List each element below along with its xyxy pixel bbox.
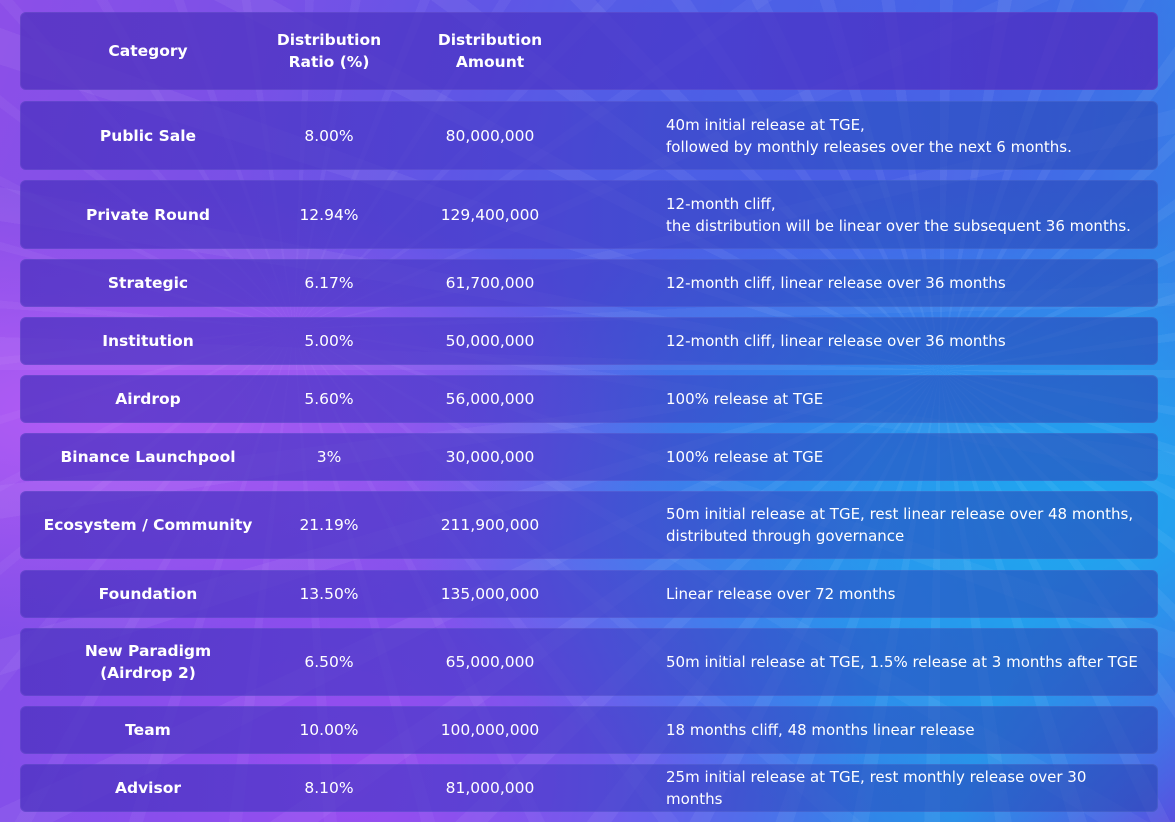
header-vesting-description (666, 12, 1146, 90)
row-description: 50m initial release at TGE, 1.5% release… (666, 653, 1138, 671)
row-category: Foundation (98, 585, 198, 603)
row-ratio: 12.94% (299, 205, 359, 224)
table-row: Team 10.00% 100,000,000 18 months cliff,… (20, 706, 1158, 754)
table-row: New Paradigm (Airdrop 2) 6.50% 65,000,00… (20, 628, 1158, 696)
table-row: Airdrop 5.60% 56,000,000 100% release at… (20, 375, 1158, 423)
row-ratio: 10.00% (299, 721, 359, 739)
row-description: 18 months cliff, 48 months linear releas… (666, 721, 975, 739)
table-header-row: Category Distribution Ratio (%) Distribu… (20, 12, 1158, 90)
row-ratio: 21.19% (299, 516, 359, 534)
row-amount: 65,000,000 (445, 653, 535, 671)
row-description: 50m initial release at TGE, rest linear … (666, 505, 1134, 545)
header-distribution-amount: Distribution Amount (437, 31, 543, 71)
row-ratio: 13.50% (299, 585, 359, 603)
row-category: Private Round (86, 205, 210, 224)
row-category: Strategic (107, 274, 189, 292)
row-description: 12-month cliff, linear release over 36 m… (666, 274, 1006, 292)
row-ratio: 8.00% (304, 126, 354, 145)
row-amount: 50,000,000 (445, 332, 535, 350)
row-amount: 30,000,000 (445, 448, 535, 466)
row-category: Airdrop (115, 390, 181, 408)
table-row: Foundation 13.50% 135,000,000 Linear rel… (20, 570, 1158, 618)
row-category: Institution (102, 332, 194, 350)
row-ratio: 5.00% (304, 332, 354, 350)
row-amount: 80,000,000 (445, 126, 535, 145)
header-category: Category (108, 42, 188, 60)
row-description: 40m initial release at TGE, followed by … (666, 115, 1072, 156)
row-amount: 129,400,000 (440, 205, 540, 224)
row-amount: 100,000,000 (440, 721, 540, 739)
table-row: Institution 5.00% 50,000,000 12-month cl… (20, 317, 1158, 365)
row-category: Team (125, 721, 171, 739)
table-row: Advisor 8.10% 81,000,000 25m initial rel… (20, 764, 1158, 812)
row-ratio: 8.10% (304, 779, 354, 797)
row-category: New Paradigm (Airdrop 2) (84, 642, 212, 682)
row-description: 100% release at TGE (666, 390, 824, 408)
table-row: Private Round 12.94% 129,400,000 12-mont… (20, 180, 1158, 249)
row-category: Advisor (114, 779, 182, 797)
row-amount: 135,000,000 (440, 585, 540, 603)
row-amount: 61,700,000 (445, 274, 535, 292)
row-ratio: 6.17% (304, 274, 354, 292)
table-row: Binance Launchpool 3% 30,000,000 100% re… (20, 433, 1158, 481)
header-distribution-ratio: Distribution Ratio (%) (276, 31, 382, 71)
row-category: Ecosystem / Community (43, 516, 253, 534)
row-description: 100% release at TGE (666, 448, 824, 466)
table-row: Strategic 6.17% 61,700,000 12-month clif… (20, 259, 1158, 307)
row-ratio: 3% (316, 448, 342, 466)
table-row: Public Sale 8.00% 80,000,000 40m initial… (20, 101, 1158, 170)
row-description: 12-month cliff, the distribution will be… (666, 194, 1131, 235)
row-amount: 56,000,000 (445, 390, 535, 408)
row-ratio: 6.50% (304, 653, 354, 671)
row-description: Linear release over 72 months (666, 585, 896, 603)
row-amount: 81,000,000 (445, 779, 535, 797)
row-description: 25m initial release at TGE, rest monthly… (666, 768, 1087, 808)
row-category: Binance Launchpool (60, 448, 236, 466)
row-category: Public Sale (99, 126, 197, 145)
row-description: 12-month cliff, linear release over 36 m… (666, 332, 1006, 350)
row-ratio: 5.60% (304, 390, 354, 408)
table-row: Ecosystem / Community 21.19% 211,900,000… (20, 491, 1158, 559)
row-amount: 211,900,000 (440, 516, 540, 534)
